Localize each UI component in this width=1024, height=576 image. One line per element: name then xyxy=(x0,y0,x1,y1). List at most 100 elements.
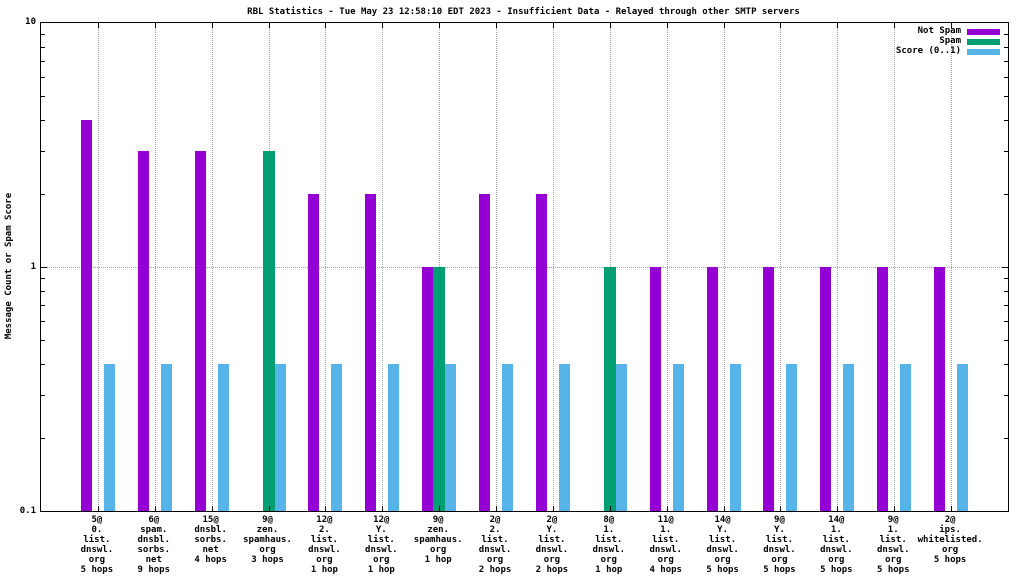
x-tick-top xyxy=(609,23,611,28)
bar-not-spam xyxy=(479,193,491,511)
bar-not-spam xyxy=(422,267,434,511)
x-category-label-line: 2@ xyxy=(944,515,956,525)
x-category-label-line: 12@ xyxy=(316,515,333,525)
x-category-label-line: org xyxy=(657,555,674,565)
x-category-label-line: org xyxy=(430,545,447,555)
y-minor-tick xyxy=(41,304,45,306)
x-tick-top xyxy=(154,23,156,28)
gridline-x xyxy=(325,23,327,511)
bar-score xyxy=(388,364,400,511)
x-category-label-line: dnswl. xyxy=(308,545,341,555)
y-minor-tick xyxy=(41,46,45,48)
legend-label-spam: Spam xyxy=(939,36,961,46)
x-tick-bottom xyxy=(268,506,270,511)
x-category-label: 2@ 2. list. dnswl. org 2 hops xyxy=(479,515,512,575)
x-category-label-line: dnswl. xyxy=(535,545,569,555)
y-minor-tick xyxy=(41,278,45,280)
x-tick-top xyxy=(325,23,327,28)
y-minor-tick xyxy=(41,120,45,122)
x-tick-bottom xyxy=(894,506,896,511)
x-tick-top xyxy=(552,23,554,28)
y-minor-tick xyxy=(1004,120,1008,122)
x-category-label-line: org xyxy=(486,555,504,565)
gridline-x xyxy=(97,23,99,511)
bar-score xyxy=(274,364,286,511)
x-category-label-line: spamhaus. xyxy=(243,535,292,545)
x-category-label-line: Y. xyxy=(774,525,785,535)
x-category-label-line: 2@ xyxy=(546,515,558,525)
x-tick-top xyxy=(268,23,270,28)
x-category-label-line: sorbs. xyxy=(194,535,227,545)
x-category-label: 2@ Y. list. dnswl. org 2 hops xyxy=(536,515,569,575)
y-minor-tick xyxy=(41,290,45,292)
x-category-label: 15@ dnsbl. sorbs. net 4 hops xyxy=(194,515,227,565)
x-category-label-line: zen. xyxy=(427,525,450,535)
y-minor-tick xyxy=(1004,150,1008,152)
x-category-label-line: spam. xyxy=(140,525,168,535)
bar-score xyxy=(957,364,969,511)
x-tick-top xyxy=(837,23,839,28)
x-category-label-line: org xyxy=(600,555,617,565)
gridline-x xyxy=(951,23,953,511)
gridline-y-1 xyxy=(41,267,1008,268)
x-category-label-line: dnswl. xyxy=(649,545,682,555)
x-category-label: 14@ Y. list. dnswl. org 5 hops xyxy=(706,515,739,575)
y-minor-tick xyxy=(41,34,45,36)
x-category-label-line: org xyxy=(941,545,959,555)
x-tick-top xyxy=(382,23,384,28)
bar-not-spam xyxy=(365,193,377,511)
bar-spam xyxy=(262,150,275,511)
x-category-label-line: dnswl. xyxy=(80,545,114,555)
x-category-label-line: 2 hops xyxy=(478,565,512,575)
x-category-label-line: 11@ xyxy=(657,515,674,525)
bar-not-spam xyxy=(934,267,946,511)
x-tick-bottom xyxy=(609,506,611,511)
chart-title: RBL Statistics - Tue May 23 12:58:10 EDT… xyxy=(247,7,800,17)
y-minor-tick xyxy=(1004,60,1008,62)
y-minor-tick xyxy=(1004,46,1008,48)
y-minor-tick xyxy=(1004,278,1008,280)
x-category-label-line: net xyxy=(145,555,162,565)
x-category-label-line: 14@ xyxy=(714,515,731,525)
x-tick-bottom xyxy=(496,506,498,511)
x-category-label-line: org xyxy=(771,555,788,565)
x-category-label-line: dnswl. xyxy=(478,545,512,555)
x-category-label-line: org xyxy=(714,555,731,565)
x-category-label: 9@ zen. spamhaus. org 1 hop xyxy=(414,515,463,565)
bar-not-spam xyxy=(137,150,149,511)
x-category-label-line: dnswl. xyxy=(820,545,853,555)
x-tick-bottom xyxy=(439,506,441,511)
x-category-label-line: 5@ xyxy=(91,515,103,525)
x-category-label-line: Y. xyxy=(546,525,558,535)
bar-not-spam xyxy=(194,150,206,511)
x-category-label: 8@ 1. list. dnswl. org 1 hop xyxy=(593,515,626,575)
y-major-tick xyxy=(1002,267,1008,268)
y-minor-tick xyxy=(41,437,45,439)
x-category-label-line: 2@ xyxy=(489,515,501,525)
y-minor-tick xyxy=(1004,96,1008,98)
x-category-label-line: 15@ xyxy=(202,515,219,525)
x-tick-top xyxy=(97,23,99,28)
x-category-label-line: 9 hops xyxy=(137,565,171,575)
bar-score xyxy=(502,364,514,511)
y-minor-tick xyxy=(1004,34,1008,36)
y-minor-tick xyxy=(1004,304,1008,306)
x-category-label-line: 3 hops xyxy=(251,555,284,565)
x-category-label-line: dnswl. xyxy=(706,545,739,555)
gridline-x xyxy=(894,23,896,511)
y-minor-tick xyxy=(1004,437,1008,439)
x-tick-top xyxy=(439,23,441,28)
x-category-label-line: 12@ xyxy=(373,515,390,525)
legend-item-score: Score (0..1) xyxy=(896,47,1000,56)
y-tick-10: 10 xyxy=(25,17,36,27)
x-category-label: 9@ zen. spamhaus. org 3 hops xyxy=(243,515,292,565)
x-tick-bottom xyxy=(325,506,327,511)
y-minor-tick xyxy=(1004,290,1008,292)
bar-not-spam xyxy=(649,267,661,511)
x-category-label-line: dnswl. xyxy=(592,545,626,555)
x-category-label-line: org xyxy=(88,555,106,565)
bar-score xyxy=(900,364,912,511)
bar-score xyxy=(786,364,798,511)
gridline-x xyxy=(552,23,554,511)
